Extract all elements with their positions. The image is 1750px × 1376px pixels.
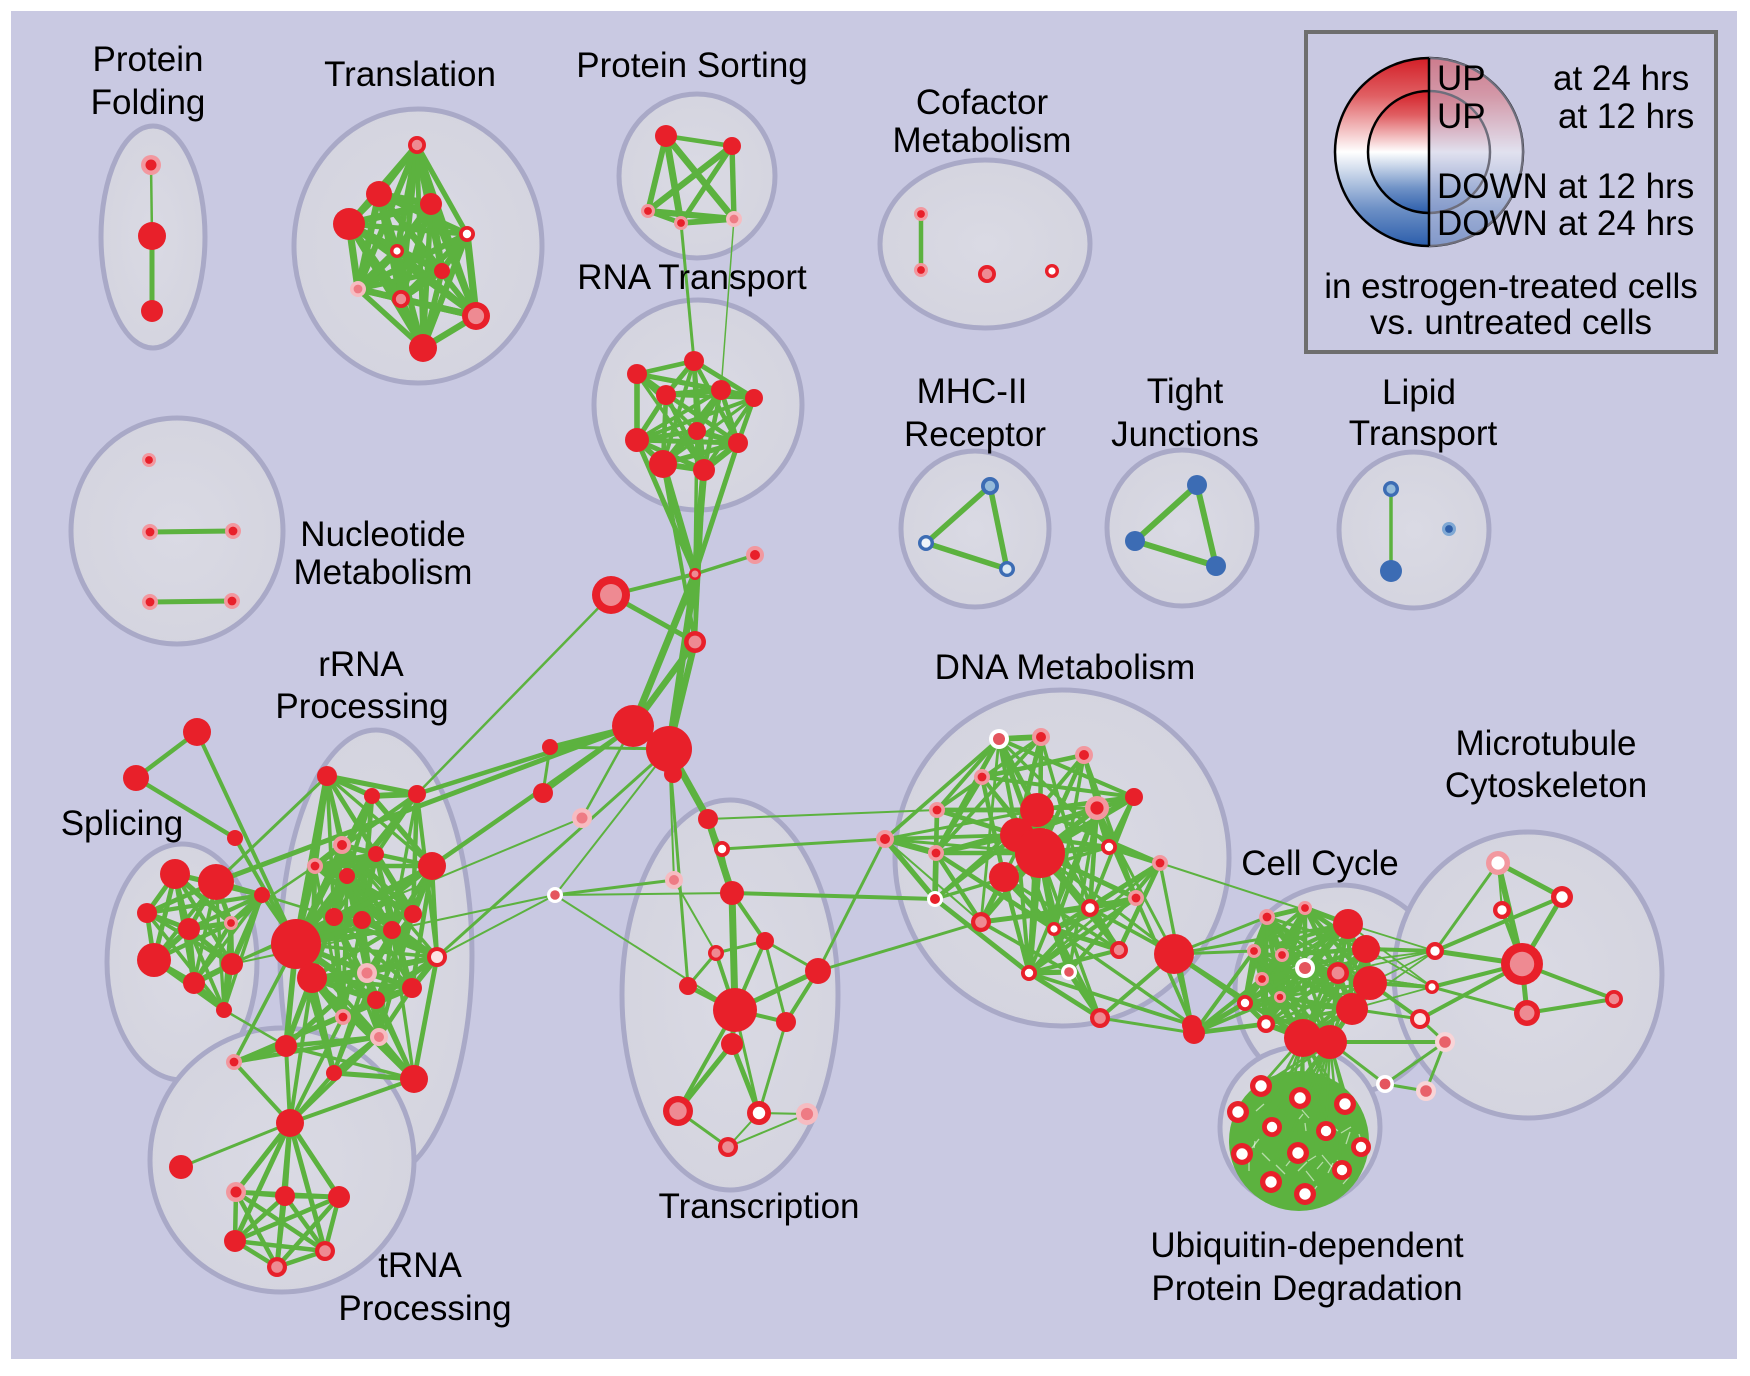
svg-text:Metabolism: Metabolism [893,121,1072,160]
svg-text:Nucleotide: Nucleotide [300,515,465,554]
svg-text:Transcription: Transcription [659,1187,860,1226]
svg-text:at 12 hrs: at 12 hrs [1558,97,1694,136]
svg-text:Cytoskeleton: Cytoskeleton [1445,766,1647,805]
svg-text:Protein Sorting: Protein Sorting [576,46,808,85]
svg-text:at 24 hrs: at 24 hrs [1553,59,1689,98]
svg-text:Metabolism: Metabolism [294,553,473,592]
svg-text:MHC-II: MHC-II [917,372,1028,411]
svg-text:tRNA: tRNA [378,1246,462,1285]
svg-text:RNA Transport: RNA Transport [577,258,807,297]
svg-text:in estrogen-treated cells: in estrogen-treated cells [1324,267,1698,306]
svg-text:Processing: Processing [338,1289,511,1328]
svg-text:DNA Metabolism: DNA Metabolism [935,648,1196,687]
svg-text:Cell Cycle: Cell Cycle [1241,844,1399,883]
svg-text:Splicing: Splicing [61,804,184,843]
svg-text:Translation: Translation [324,55,496,94]
svg-text:Folding: Folding [91,83,206,122]
svg-text:Lipid: Lipid [1382,373,1456,412]
svg-text:Junctions: Junctions [1111,415,1259,454]
svg-text:UP: UP [1437,97,1486,136]
svg-text:Transport: Transport [1349,414,1498,453]
svg-text:vs. untreated cells: vs. untreated cells [1370,303,1652,342]
svg-text:Processing: Processing [275,687,448,726]
svg-text:Protein: Protein [93,40,204,79]
svg-text:DOWN: DOWN [1437,204,1548,243]
svg-text:Protein Degradation: Protein Degradation [1151,1269,1462,1308]
svg-text:Tight: Tight [1147,372,1224,411]
svg-text:DOWN: DOWN [1437,167,1548,206]
svg-text:Receptor: Receptor [904,415,1046,454]
svg-text:rRNA: rRNA [318,645,404,684]
svg-text:Microtubule: Microtubule [1456,724,1637,763]
svg-text:at 12 hrs: at 12 hrs [1558,167,1694,206]
svg-text:UP: UP [1437,59,1486,98]
svg-text:at 24 hrs: at 24 hrs [1558,204,1694,243]
svg-text:Cofactor: Cofactor [916,83,1049,122]
svg-text:Ubiquitin-dependent: Ubiquitin-dependent [1150,1226,1464,1265]
